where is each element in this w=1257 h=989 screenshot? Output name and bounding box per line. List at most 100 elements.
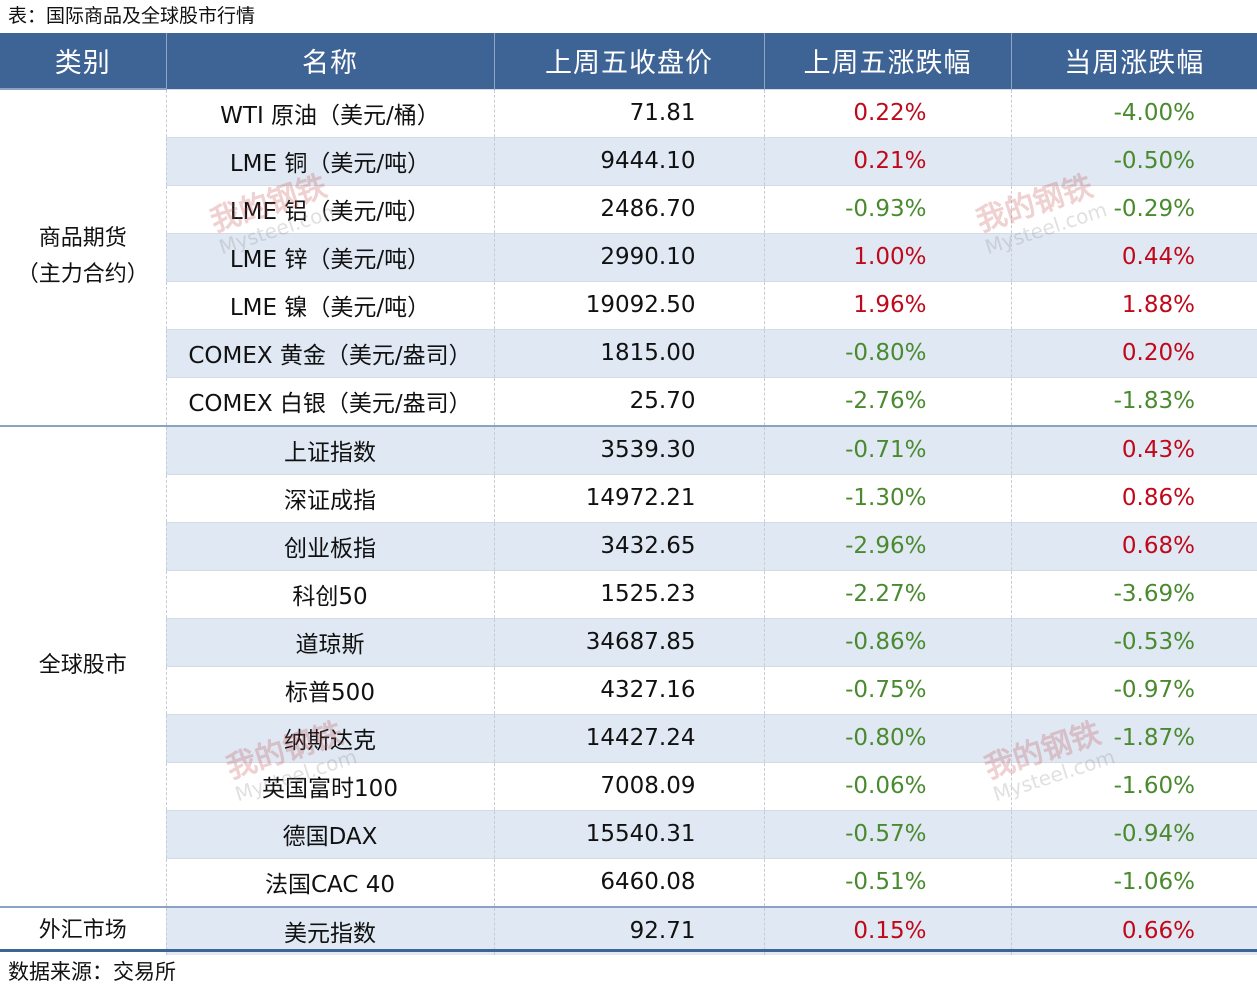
market-table: 类别 名称 上周五收盘价 上周五涨跌幅 当周涨跌幅 商品期货 （主力合约） WTI … xyxy=(0,33,1257,955)
header-prev-close: 上周五收盘价 xyxy=(493,33,764,89)
prev-close-price: 25.70 xyxy=(493,376,764,426)
prev-close-price: 34687.85 xyxy=(493,617,764,666)
category-label: 全球股市 xyxy=(38,653,127,678)
prev-change: 1.96% xyxy=(763,280,1011,329)
prev-change: -0.51% xyxy=(763,857,1011,907)
category-sublabel: （主力合约） xyxy=(16,262,149,288)
week-change: -1.83% xyxy=(1010,376,1257,426)
instrument-name: WTI 原油（美元/桶） xyxy=(165,88,494,137)
table-row: 法国CAC 40 6460.08 -0.51% -1.06% xyxy=(0,857,1257,907)
table-row: LME 铝（美元/吨） 2486.70 -0.93% -0.29% xyxy=(0,184,1257,233)
week-change: 0.68% xyxy=(1010,521,1257,570)
instrument-name: 创业板指 xyxy=(165,521,494,570)
week-change: 0.20% xyxy=(1010,328,1257,377)
prev-close-price: 71.81 xyxy=(493,88,764,137)
header-name: 名称 xyxy=(165,33,494,89)
prev-close-price: 9444.10 xyxy=(493,136,764,185)
instrument-name: COMEX 白银（美元/盎司） xyxy=(165,376,494,426)
instrument-name: LME 铝（美元/吨） xyxy=(165,184,494,233)
instrument-name: 道琼斯 xyxy=(165,617,494,666)
prev-close-price: 2990.10 xyxy=(493,232,764,281)
week-change: -0.97% xyxy=(1010,665,1257,714)
prev-change: -0.06% xyxy=(763,761,1011,810)
table-row: 外汇市场 美元指数 92.71 0.15% 0.66% xyxy=(0,905,1257,955)
header-prev-change: 上周五涨跌幅 xyxy=(763,33,1011,89)
week-change: 0.86% xyxy=(1010,473,1257,522)
table-row: 纳斯达克 14427.24 -0.80% -1.87% xyxy=(0,713,1257,762)
prev-close-price: 14972.21 xyxy=(493,473,764,522)
prev-change: -2.96% xyxy=(763,521,1011,570)
table-row: 商品期货 （主力合约） WTI 原油（美元/桶） 71.81 0.22% -4.00% xyxy=(0,88,1257,426)
category-cell: 商品期货 （主力合约） xyxy=(0,88,166,426)
table-row: 标普500 4327.16 -0.75% -0.97% xyxy=(0,665,1257,714)
week-change: -0.50% xyxy=(1010,136,1257,185)
table-row: LME 铜（美元/吨） 9444.10 0.21% -0.50% xyxy=(0,136,1257,185)
instrument-name: 深证成指 xyxy=(165,473,494,522)
prev-close-price: 19092.50 xyxy=(493,280,764,329)
prev-change: -0.86% xyxy=(763,617,1011,666)
prev-close-price: 6460.08 xyxy=(493,857,764,907)
category-label: 商品期货 xyxy=(38,226,127,252)
prev-change: -0.80% xyxy=(763,328,1011,377)
table-row: 深证成指 14972.21 -1.30% 0.86% xyxy=(0,473,1257,522)
prev-close-price: 1525.23 xyxy=(493,569,764,618)
data-source: 数据来源：交易所 xyxy=(8,960,176,984)
table-row: LME 镍（美元/吨） 19092.50 1.96% 1.88% xyxy=(0,280,1257,329)
instrument-name: 标普500 xyxy=(165,665,494,714)
table-row: COMEX 白银（美元/盎司） 25.70 -2.76% -1.83% xyxy=(0,376,1257,426)
header-category: 类别 xyxy=(0,33,166,89)
table-header: 类别 名称 上周五收盘价 上周五涨跌幅 当周涨跌幅 xyxy=(0,33,1257,89)
week-change: 1.88% xyxy=(1010,280,1257,329)
prev-change: -0.93% xyxy=(763,184,1011,233)
table-row: 道琼斯 34687.85 -0.86% -0.53% xyxy=(0,617,1257,666)
category-cell: 全球股市 xyxy=(0,424,166,907)
prev-close-price: 92.71 xyxy=(493,905,764,955)
prev-close-price: 4327.16 xyxy=(493,665,764,714)
instrument-name: 法国CAC 40 xyxy=(165,857,494,907)
prev-close-price: 15540.31 xyxy=(493,809,764,858)
prev-close-price: 14427.24 xyxy=(493,713,764,762)
table-row: LME 锌（美元/吨） 2990.10 1.00% 0.44% xyxy=(0,232,1257,281)
table-row: 英国富时100 7008.09 -0.06% -1.60% xyxy=(0,761,1257,810)
table-row: COMEX 黄金（美元/盎司） 1815.00 -0.80% 0.20% xyxy=(0,328,1257,377)
week-change: -0.94% xyxy=(1010,809,1257,858)
prev-close-price: 3432.65 xyxy=(493,521,764,570)
prev-change: -2.76% xyxy=(763,376,1011,426)
prev-change: 0.15% xyxy=(763,905,1011,955)
header-week-change: 当周涨跌幅 xyxy=(1010,33,1257,89)
prev-change: 0.21% xyxy=(763,136,1011,185)
table-body: 商品期货 （主力合约） WTI 原油（美元/桶） 71.81 0.22% -4.00% LM… xyxy=(0,88,1257,955)
table-row: 德国DAX 15540.31 -0.57% -0.94% xyxy=(0,809,1257,858)
week-change: -1.87% xyxy=(1010,713,1257,762)
week-change: 0.66% xyxy=(1010,905,1257,955)
prev-close-price: 2486.70 xyxy=(493,184,764,233)
category-label: 外汇市场 xyxy=(38,918,127,943)
prev-change: 0.22% xyxy=(763,88,1011,137)
table-row: 科创50 1525.23 -2.27% -3.69% xyxy=(0,569,1257,618)
prev-change: -0.57% xyxy=(763,809,1011,858)
instrument-name: LME 锌（美元/吨） xyxy=(165,232,494,281)
prev-close-price: 7008.09 xyxy=(493,761,764,810)
week-change: -3.69% xyxy=(1010,569,1257,618)
prev-change: -2.27% xyxy=(763,569,1011,618)
instrument-name: 上证指数 xyxy=(165,424,494,474)
instrument-name: 科创50 xyxy=(165,569,494,618)
instrument-name: 德国DAX xyxy=(165,809,494,858)
week-change: -0.53% xyxy=(1010,617,1257,666)
week-change: -1.60% xyxy=(1010,761,1257,810)
instrument-name: LME 镍（美元/吨） xyxy=(165,280,494,329)
table-bottom-border xyxy=(0,949,1257,952)
instrument-name: 美元指数 xyxy=(165,905,494,955)
prev-change: -0.71% xyxy=(763,424,1011,474)
week-change: -4.00% xyxy=(1010,88,1257,137)
table-row: 创业板指 3432.65 -2.96% 0.68% xyxy=(0,521,1257,570)
week-change: -1.06% xyxy=(1010,857,1257,907)
week-change: 0.44% xyxy=(1010,232,1257,281)
prev-change: -1.30% xyxy=(763,473,1011,522)
prev-change: -0.75% xyxy=(763,665,1011,714)
instrument-name: LME 铜（美元/吨） xyxy=(165,136,494,185)
prev-close-price: 3539.30 xyxy=(493,424,764,474)
instrument-name: COMEX 黄金（美元/盎司） xyxy=(165,328,494,377)
prev-change: -0.80% xyxy=(763,713,1011,762)
week-change: 0.43% xyxy=(1010,424,1257,474)
